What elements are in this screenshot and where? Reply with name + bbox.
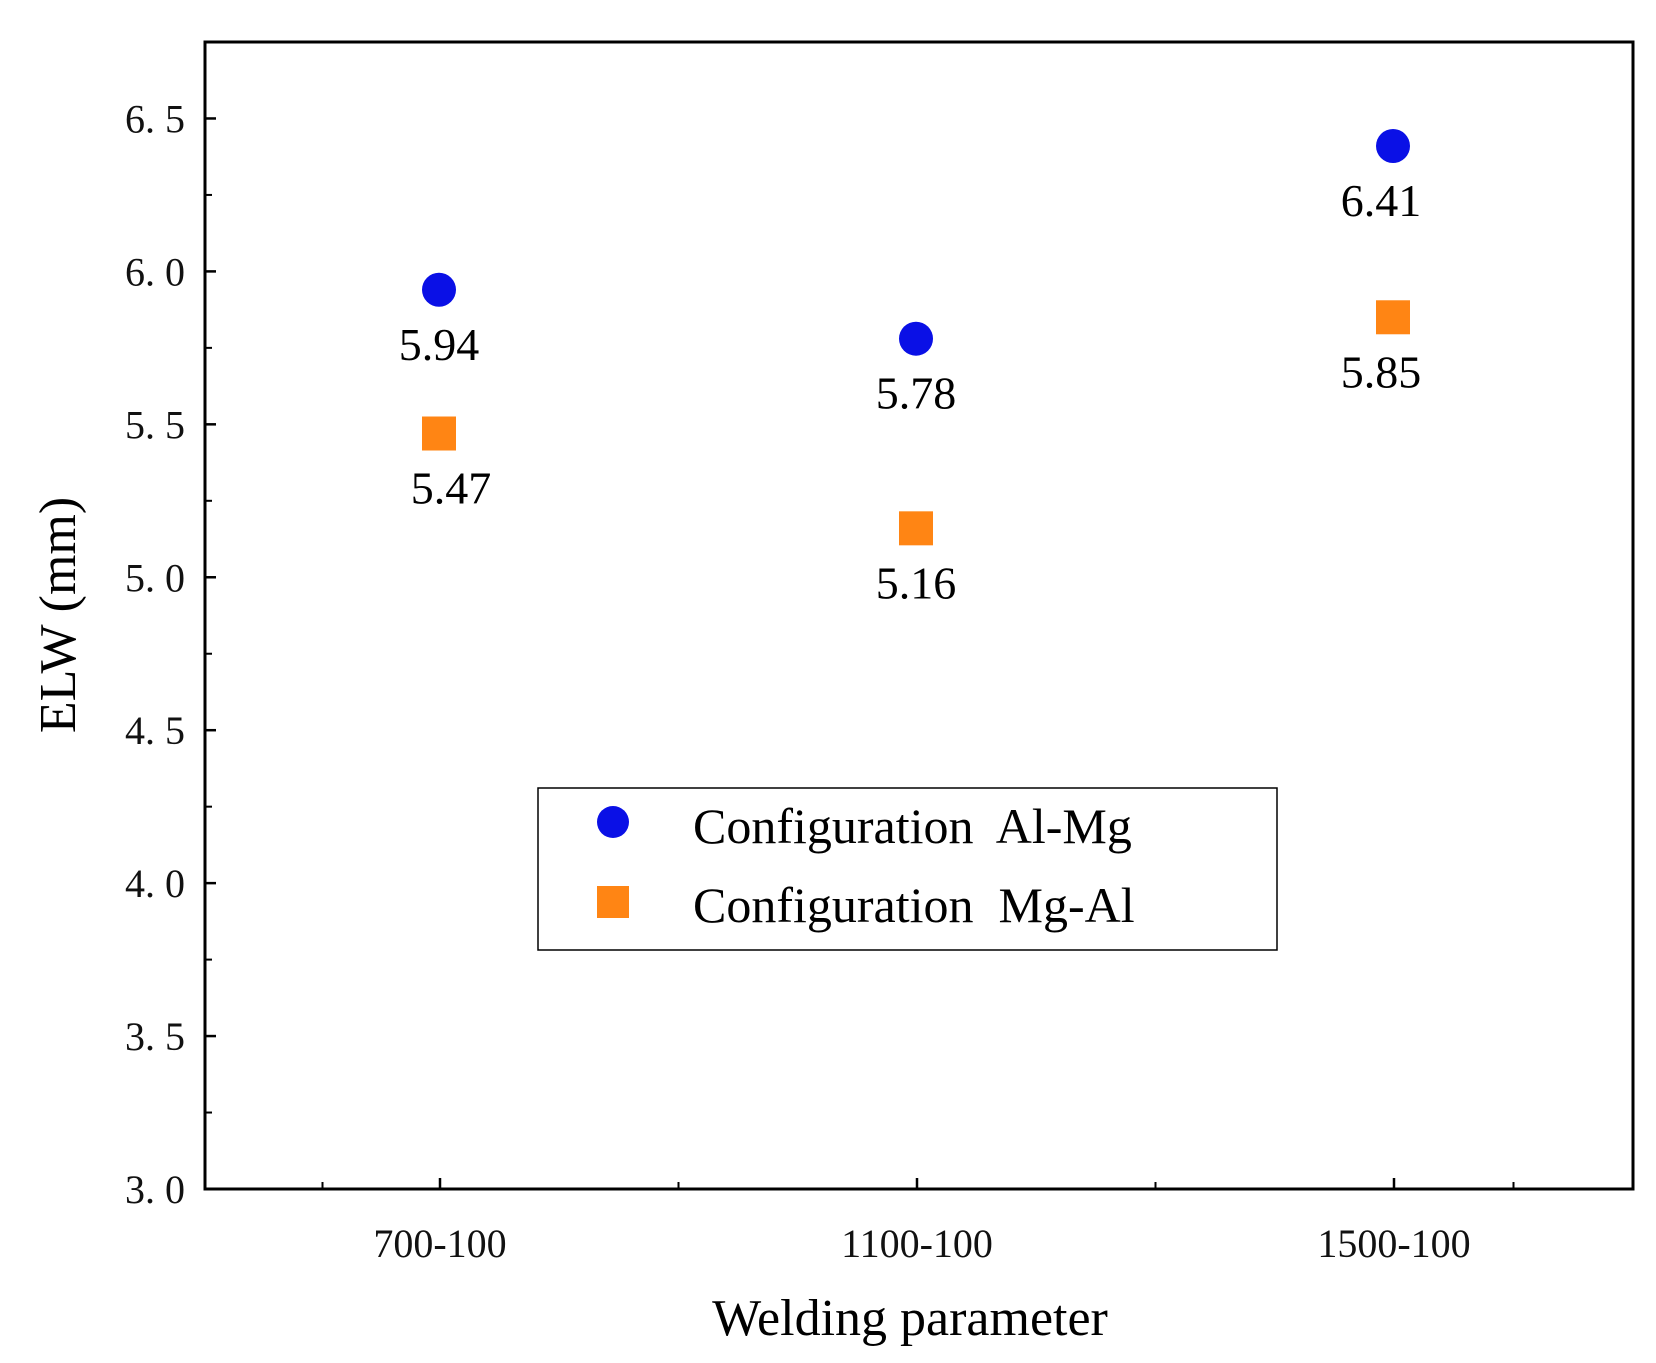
plot-area-frame [203, 40, 1635, 1191]
data-marks: 5.94 5.78 6.41 5.47 5.16 5.85 [399, 128, 1422, 608]
legend-square-marker [597, 886, 629, 918]
data-label: 5.94 [399, 319, 480, 370]
data-label: 5.47 [411, 463, 492, 514]
legend-label-al-mg: Configuration Al-Mg [693, 798, 1132, 854]
data-point-circle [899, 321, 933, 356]
data-point-circle [422, 272, 456, 307]
y-tick-label: 5. 0 [125, 555, 185, 600]
x-tick-label: 1100-100 [841, 1221, 993, 1266]
y-tick-label: 6. 5 [125, 96, 185, 141]
legend-circle-marker [597, 806, 629, 838]
x-tick-label: 700-100 [373, 1221, 506, 1266]
y-tick-label: 6. 0 [125, 249, 185, 294]
x-axis-title: Welding parameter [712, 1290, 1108, 1347]
y-tick-label: 5. 5 [125, 402, 185, 447]
x-axis: 700-100 1100-100 1500-100 [321, 1178, 1515, 1266]
y-tick-label: 4. 0 [125, 861, 185, 906]
y-axis: 3. 0 3. 5 4. 0 4. 5 5. 0 5. 5 6. 0 6. 5 [125, 96, 216, 1212]
data-point-circle [1376, 128, 1410, 163]
data-label: 5.16 [876, 557, 957, 608]
y-tick-label: 3. 5 [125, 1014, 185, 1059]
data-point-square [1376, 300, 1410, 335]
data-point-square [899, 511, 933, 546]
data-label: 5.85 [1341, 346, 1422, 397]
y-tick-label: 4. 5 [125, 708, 185, 753]
x-tick-label: 1500-100 [1317, 1221, 1470, 1266]
data-label: 6.41 [1341, 175, 1422, 226]
y-tick-label: 3. 0 [125, 1167, 185, 1212]
data-label: 5.78 [876, 368, 957, 419]
y-axis-title: ELW (mm) [30, 497, 87, 733]
data-point-square [422, 416, 456, 451]
legend-box [537, 787, 1278, 951]
legend-label-mg-al: Configuration Mg-Al [693, 877, 1135, 933]
legend: Configuration Al-Mg Configuration Mg-Al [537, 787, 1278, 951]
